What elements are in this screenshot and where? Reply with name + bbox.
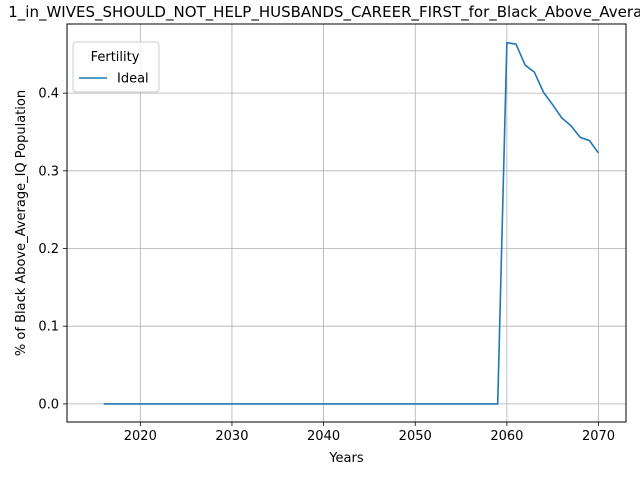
x-tick-label: 2030 [215,429,248,444]
plot-lines [103,41,600,405]
x-tick-label: 2060 [490,429,523,444]
legend: Fertility Ideal [72,41,160,93]
legend-box [72,41,160,93]
y-tick-label: 0.0 [38,397,59,412]
y-tick-label: 0.1 [38,320,59,335]
legend-entries: Ideal [79,72,149,87]
legend-title: Fertility [91,50,140,65]
chart-title: 1_in_WIVES_SHOULD_NOT_HELP_HUSBANDS_CARE… [8,3,640,22]
y-axis: 0.0 0.1 0.2 0.3 0.4 [38,87,67,412]
x-tick-label: 2070 [582,429,615,444]
x-axis: 2020 2030 2040 2050 2060 2070 [124,422,615,444]
series-line-ideal [103,41,600,405]
y-axis-label: % of Black Above_Average_IQ Population [14,90,29,356]
legend-label: Ideal [117,72,149,87]
plot-frame [66,23,627,423]
x-tick-label: 2050 [399,429,432,444]
y-tick-label: 0.2 [38,242,59,257]
y-tick-label: 0.3 [38,164,59,179]
x-tick-label: 2040 [307,429,340,444]
y-tick-label: 0.4 [38,87,59,102]
x-tick-label: 2020 [124,429,157,444]
x-axis-label: Years [328,451,364,466]
